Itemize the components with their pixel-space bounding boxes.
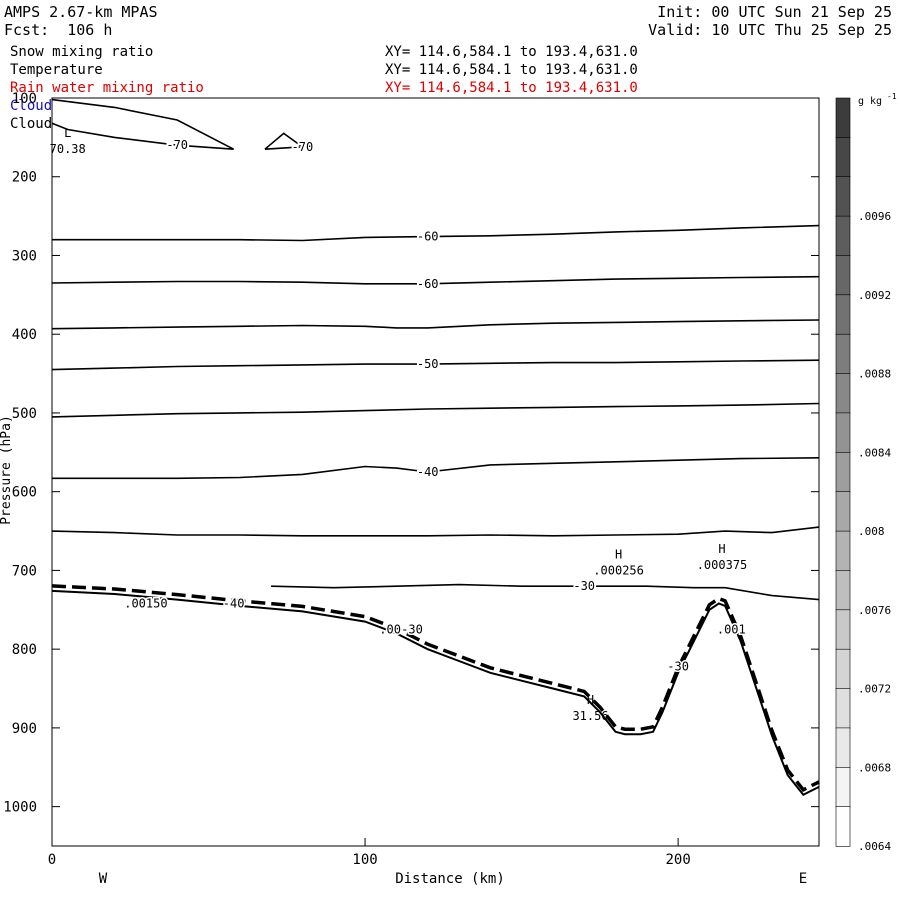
y-axis-label: Pressure (hPa) [0, 415, 14, 525]
y-tick-label: 500 [12, 406, 37, 422]
isotherm-label: -60 [417, 277, 439, 291]
terrain-line [51, 589, 820, 797]
colorbar-unit: g kg [858, 96, 882, 107]
colorbar-label: .0096 [858, 210, 891, 223]
colorbar-bin [835, 97, 851, 139]
contour-annotation: -30 [401, 623, 423, 637]
colorbar-label: .0088 [858, 368, 891, 381]
colorbar-bin [835, 766, 851, 808]
extremum-value: .000256 [593, 564, 644, 578]
y-tick-label: 700 [12, 563, 37, 579]
field-name: Temperature [10, 62, 103, 78]
x-tick-label: 0 [48, 852, 56, 868]
isotherm-line [52, 457, 820, 480]
y-tick-label: 300 [12, 248, 37, 264]
colorbar-bin [835, 530, 851, 572]
y-tick-label: 100 [12, 91, 37, 107]
colorbar-bin [835, 491, 851, 532]
colorbar-bin [835, 255, 851, 296]
isotherm-line [264, 132, 305, 150]
y-tick-label: 400 [12, 327, 37, 343]
x-tick-label: 200 [665, 852, 690, 868]
isotherm-line [52, 224, 820, 242]
field-xy-range: XY= 114.6,584.1 to 193.4,631.0 [385, 80, 638, 96]
forecast-hour: Fcst: 106 h [4, 21, 113, 39]
isotherm-label: -50 [417, 357, 439, 371]
colorbar-label: .0064 [858, 840, 891, 853]
colorbar-bin [835, 609, 851, 650]
extremum-type: H [718, 542, 725, 556]
colorbar-label: .0076 [858, 604, 891, 617]
isotherm-line [51, 275, 820, 285]
west-label: W [99, 871, 108, 887]
extremum-value: .000375 [697, 558, 748, 572]
model-title: AMPS 2.67-km MPAS [4, 3, 158, 21]
colorbar-bin [835, 333, 851, 375]
isotherm-label: -60 [417, 230, 439, 244]
x-tick-label: 100 [352, 852, 377, 868]
colorbar-bin [835, 648, 851, 690]
field-xy-range: XY= 114.6,584.1 to 193.4,631.0 [385, 62, 638, 78]
extremum-type: H [587, 693, 594, 707]
colorbar-label: .0068 [858, 761, 891, 774]
extremum-value: 70.38 [50, 142, 86, 156]
isotherm-line [51, 402, 820, 418]
colorbar-bin [835, 570, 851, 611]
colorbar-bin [835, 727, 851, 769]
field-name: Snow mixing ratio [10, 44, 154, 60]
colorbar-label: .0084 [858, 446, 891, 459]
x-axis-label: Distance (km) [395, 871, 505, 887]
y-tick-label: 900 [12, 721, 37, 737]
isotherm-line [51, 319, 820, 330]
plot-frame [51, 97, 820, 847]
isotherm-label: -70 [292, 140, 314, 154]
contour-annotation: .001 [717, 623, 746, 637]
y-tick-label: 1000 [3, 800, 37, 816]
contour-annotation: -30 [667, 660, 689, 674]
snow-contour-line [51, 584, 820, 793]
y-tick-label: 200 [12, 170, 37, 186]
colorbar-bin [835, 215, 851, 257]
y-tick-label: 600 [12, 485, 37, 501]
colorbar-bin [835, 373, 851, 414]
isotherm-line [271, 583, 820, 601]
colorbar-bin [835, 137, 851, 178]
colorbar-label: .0072 [858, 683, 891, 696]
init-time: Init: 00 UTC Sun 21 Sep 25 [657, 3, 892, 21]
east-label: E [799, 871, 807, 887]
colorbar-unit-exponent: -1 [887, 92, 897, 101]
colorbar-label: .008 [858, 525, 885, 538]
colorbar-bin [835, 412, 851, 454]
contour-annotation: -40 [223, 597, 245, 611]
colorbar-bin [835, 294, 851, 335]
isotherm-label: -30 [573, 579, 595, 593]
field-xy-range: XY= 114.6,584.1 to 193.4,631.0 [385, 44, 638, 60]
contour-annotation: .00150 [124, 597, 167, 611]
isotherm-line [51, 98, 234, 150]
valid-time: Valid: 10 UTC Thu 25 Sep 25 [648, 21, 892, 39]
extremum-type: L [64, 126, 71, 140]
colorbar-bin [835, 688, 851, 729]
field-name: Rain water mixing ratio [10, 80, 204, 96]
colorbar-label: .0092 [858, 289, 891, 302]
extremum-type: H [615, 548, 622, 562]
isotherm-label: -70 [166, 138, 188, 152]
extremum-value: 31.56 [572, 709, 608, 723]
y-tick-label: 800 [12, 642, 37, 658]
isotherm-label: -40 [417, 465, 439, 479]
colorbar-bin [835, 806, 851, 847]
colorbar-bin [835, 451, 851, 493]
colorbar-bin [835, 176, 851, 217]
isotherm-line [51, 526, 820, 537]
contour-annotation: .00 [379, 623, 401, 637]
isotherm-line [51, 359, 820, 371]
